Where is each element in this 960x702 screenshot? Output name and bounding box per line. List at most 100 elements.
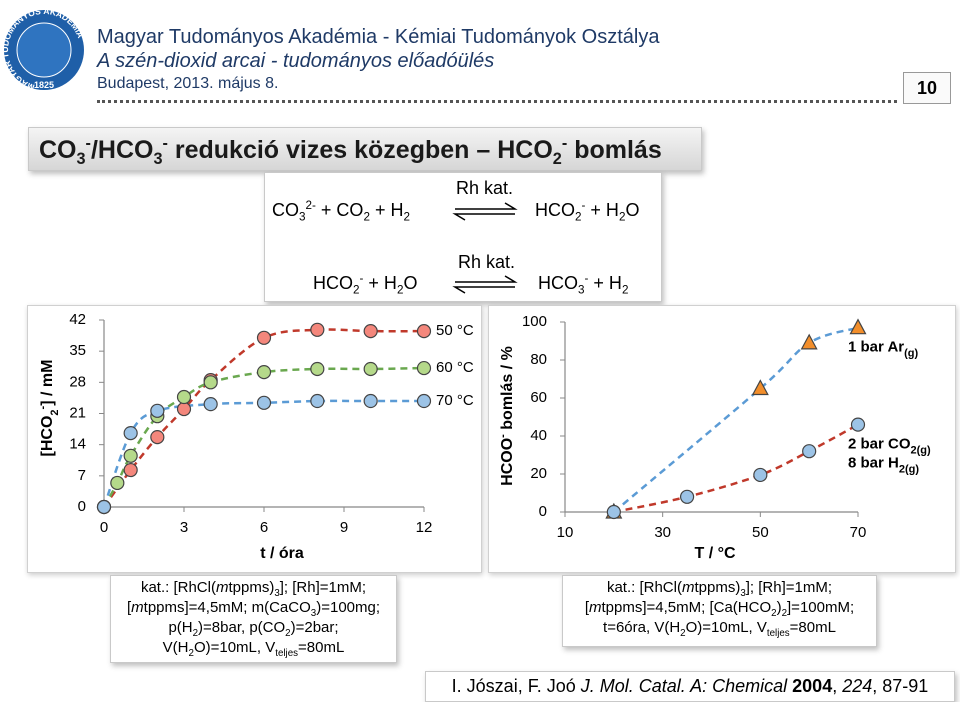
cap-sub: 2 [285, 628, 291, 639]
cap-part: ]; [Rh]=1mM; [279, 579, 367, 596]
cap-part: kat.: [RhCl( [140, 579, 216, 596]
x-tick-label: 3 [180, 519, 188, 536]
y-tick-label: 20 [530, 465, 547, 482]
y-tick-label: 80 [530, 351, 547, 368]
date: Budapest, 2013. május 8. [97, 75, 279, 92]
equilibrium-arrows [452, 202, 518, 294]
rx-part: + H [363, 273, 397, 293]
marker [150, 403, 165, 418]
arrow-back [452, 213, 515, 221]
label-part: bomlás / % [499, 346, 516, 434]
label-part: HCOO [499, 438, 516, 486]
caption-line: [mtppms]=4,5mM; m(CaCO3)=100mg; [111, 598, 396, 618]
event: A szén-dioxid arcai - tudományos előadóü… [97, 50, 495, 72]
marker [123, 462, 138, 478]
rx-sub: 2 [396, 283, 404, 297]
rx-part: + H [588, 273, 622, 293]
cap-part: V(H [162, 639, 189, 656]
cap-sub: teljes [766, 628, 790, 639]
ref-part: I. Jószai, F. Joó [451, 676, 581, 696]
y-tick-label: 0 [539, 503, 547, 520]
y-tick-label: 35 [69, 342, 86, 359]
cap-part: tppms]=4,5mM; [Ca(HCO [601, 599, 772, 616]
marker [110, 475, 125, 491]
rx-part: O [403, 273, 418, 293]
rx-sub: 3 [578, 283, 585, 297]
cap-part: tppms) [228, 579, 275, 596]
ref-journal: J. Mol. Catal. A: Chemical [580, 676, 788, 696]
title-sup: - [85, 134, 91, 153]
title-part: /HCO [90, 136, 154, 164]
rx-sup: - [359, 272, 364, 285]
x-axis-label: T / °C [694, 545, 736, 562]
y-tick-label: 7 [78, 467, 86, 484]
cap-part: p(H [168, 619, 193, 636]
cap-sub: 2 [192, 628, 199, 639]
label-part: [HCO [39, 416, 56, 457]
cap-sub: 3 [274, 588, 280, 599]
cap-part: [ [126, 599, 132, 616]
title-sup: - [162, 134, 168, 153]
y-tick-label: 42 [69, 311, 86, 328]
caption-line: t=6óra, V(H2O)=10mL, Vteljes=80mL [563, 618, 876, 638]
title-sub: 3 [153, 150, 163, 168]
ref-part: , [832, 676, 843, 696]
series-label: 60 °C [436, 359, 474, 376]
marker [679, 489, 695, 504]
caption-line: kat.: [RhCl(mtppms)3]; [Rh]=1mM; [111, 578, 396, 598]
cap-part: tppms]=4,5mM; m(CaCO [143, 599, 311, 616]
marker [310, 322, 325, 337]
cap-italic: m [131, 599, 144, 616]
legend-part: 8 bar H [848, 455, 899, 472]
rx-part: + CO [315, 200, 364, 220]
cap-part: =80mL [789, 619, 836, 636]
cap-sub: 3 [310, 608, 317, 619]
marker [800, 333, 818, 350]
x-tick-label: 30 [654, 524, 671, 541]
marker [751, 379, 769, 396]
x-tick-label: 9 [340, 519, 348, 536]
reaction-box [264, 172, 662, 302]
rx-sub: 2 [403, 210, 410, 224]
marker [203, 397, 218, 412]
rx-sub: 2 [353, 283, 360, 297]
ref-volume: 224 [842, 676, 873, 696]
ref-year: 2004 [792, 676, 833, 696]
cap-sub: 2 [771, 608, 777, 619]
caption-line: p(H2)=8bar, p(CO2)=2bar; [111, 618, 396, 638]
rx-part: HCO [538, 273, 578, 293]
rx-part: + H [585, 200, 619, 220]
rx-sub: 2 [363, 210, 370, 224]
caption2: kat.: [RhCl(mtppms)3]; [Rh]=1mM; [mtppms… [562, 575, 877, 647]
rx-part: CO [272, 200, 299, 220]
y-axis-label: HCOO- bomlás / % [497, 346, 516, 486]
series-line [613, 423, 859, 514]
cap-part: ]=100mM; [787, 599, 855, 616]
x-tick-label: 12 [416, 519, 433, 536]
marker [802, 444, 817, 459]
arrow-forward [455, 202, 518, 210]
label-sup: - [37, 405, 49, 409]
caption-line: kat.: [RhCl(mtppms)3]; [Rh]=1mM; [563, 578, 876, 598]
y-tick-label: 40 [530, 427, 547, 444]
legend-entry: 1 bar Ar(g) [848, 339, 919, 360]
cap-part: kat.: [RhCl( [606, 579, 682, 596]
rx-part: HCO [535, 200, 575, 220]
x-tick-label: 50 [752, 524, 769, 541]
rx-sup: 2- [305, 199, 316, 212]
cap-sub: 3 [740, 588, 746, 599]
logo-inner [16, 22, 72, 78]
arrow-forward [455, 275, 518, 283]
cap-italic: m [589, 599, 602, 616]
legend-part: 2 bar CO [848, 436, 911, 453]
y-tick-label: 14 [69, 436, 86, 453]
x-tick-label: 0 [100, 519, 108, 536]
reaction2-right: HCO3- + H2 [538, 273, 628, 297]
cap-part: )=8bar, p(CO [198, 619, 286, 636]
legend-sub: 2(g) [899, 464, 920, 476]
reaction1-right: HCO2- + H2O [535, 200, 639, 223]
cap-part: O)=10mL, V [193, 639, 276, 656]
chart1-panel [27, 305, 482, 573]
y-tick-label: 0 [78, 498, 86, 515]
marker [363, 324, 378, 339]
